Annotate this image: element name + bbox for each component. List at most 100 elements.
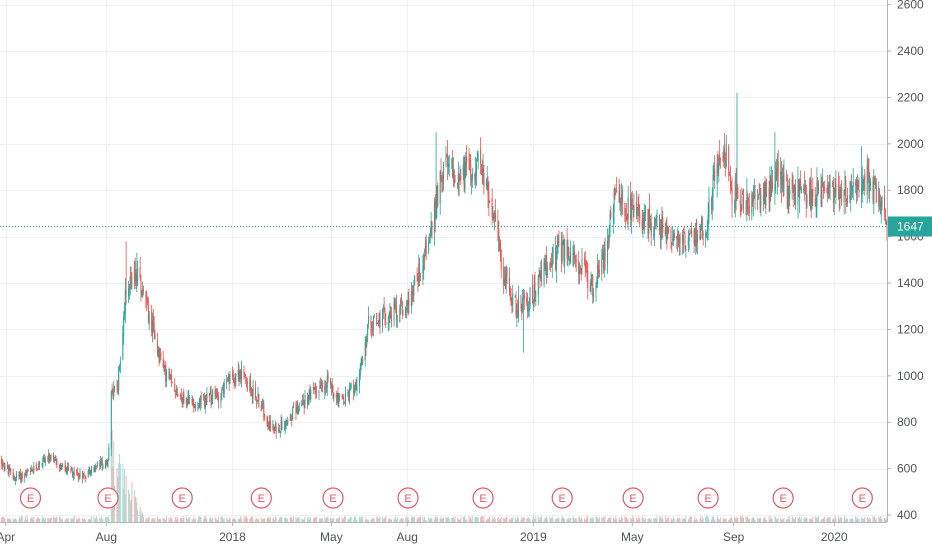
candle: [106, 459, 108, 467]
candle: [325, 380, 327, 396]
x-tick-label: 2018: [219, 530, 246, 544]
volume-bar: [650, 518, 652, 522]
candle: [383, 296, 385, 313]
volume-bar: [246, 518, 248, 522]
volume-bar: [776, 519, 778, 522]
candle: [858, 177, 860, 198]
candle: [684, 232, 686, 252]
volume-bar: [204, 516, 206, 522]
candle: [667, 225, 669, 240]
candle: [754, 184, 756, 210]
candle: [64, 459, 66, 473]
earnings-marker[interactable]: E: [697, 487, 719, 509]
candle: [774, 132, 776, 205]
volume-bar: [677, 517, 679, 522]
volume-bar: [504, 519, 506, 522]
earnings-marker[interactable]: E: [250, 487, 272, 509]
candle: [528, 297, 530, 318]
candle: [486, 165, 488, 191]
volume-bar: [447, 516, 449, 522]
volume-bar: [223, 518, 225, 522]
volume-bar: [510, 518, 512, 522]
volume-bar: [863, 518, 865, 522]
candle: [350, 382, 352, 390]
candle: [95, 463, 97, 473]
candle: [246, 377, 248, 393]
earnings-marker[interactable]: E: [851, 487, 873, 509]
earnings-label: E: [404, 493, 411, 505]
volume-bar: [583, 518, 585, 522]
candle: [344, 401, 346, 404]
volume-bar: [238, 518, 240, 522]
candle: [781, 167, 783, 193]
candle: [99, 460, 101, 471]
volume-bar: [292, 519, 294, 522]
candle: [597, 253, 599, 288]
candle: [371, 321, 373, 339]
earnings-marker[interactable]: E: [551, 487, 573, 509]
volume-bar: [585, 519, 587, 522]
candle: [67, 462, 69, 472]
candle: [341, 393, 343, 399]
candle: [595, 281, 597, 302]
volume-bar: [286, 519, 288, 522]
earnings-marker[interactable]: E: [97, 487, 119, 509]
candle: [373, 313, 375, 319]
volume-bar: [558, 517, 560, 522]
volume-bar: [280, 516, 282, 522]
volume-bar: [753, 518, 755, 522]
volume-bar: [261, 519, 263, 522]
candle: [731, 177, 733, 218]
candle: [212, 388, 214, 404]
candle: [823, 181, 825, 199]
earnings-marker[interactable]: E: [622, 487, 644, 509]
volume-bar: [377, 518, 379, 522]
candle: [19, 471, 21, 480]
candle: [244, 372, 246, 378]
candle: [384, 307, 386, 326]
volume-bar: [26, 516, 28, 522]
volume-bar: [284, 517, 286, 522]
candle: [485, 178, 487, 190]
candle: [612, 204, 614, 234]
volume-bar: [250, 518, 252, 522]
volume-bar: [100, 516, 102, 522]
volume-bar: [765, 519, 767, 522]
volume-bar: [452, 517, 454, 522]
volume-bar: [516, 519, 518, 522]
volume-bar: [410, 518, 412, 522]
candle: [390, 306, 392, 319]
candle: [139, 256, 141, 281]
volume-bar: [338, 519, 340, 522]
candle: [607, 234, 609, 250]
volume-bar: [682, 518, 684, 522]
candle: [226, 374, 228, 390]
earnings-marker[interactable]: E: [322, 487, 344, 509]
earnings-marker[interactable]: E: [772, 487, 794, 509]
volume-bars: [1, 429, 888, 522]
volume-bar: [693, 519, 695, 522]
volume-bar: [211, 519, 213, 522]
volume-bar: [864, 517, 866, 522]
volume-bar: [728, 519, 730, 522]
earnings-marker[interactable]: E: [472, 487, 494, 509]
volume-bar: [688, 518, 690, 522]
candle: [101, 456, 103, 472]
volume-bar: [205, 517, 207, 522]
earnings-marker[interactable]: E: [397, 487, 419, 509]
earnings-marker[interactable]: E: [171, 487, 193, 509]
volume-bar: [475, 516, 477, 522]
volume-bar: [25, 516, 27, 522]
candle: [874, 175, 876, 189]
earnings-marker[interactable]: E: [19, 487, 42, 509]
volume-bar: [776, 519, 778, 522]
volume-bar: [457, 517, 459, 522]
candle: [593, 288, 595, 303]
candle: [584, 250, 586, 278]
candle: [538, 267, 540, 278]
volume-bar: [621, 516, 623, 522]
candle: [451, 157, 453, 170]
candle: [379, 309, 381, 335]
